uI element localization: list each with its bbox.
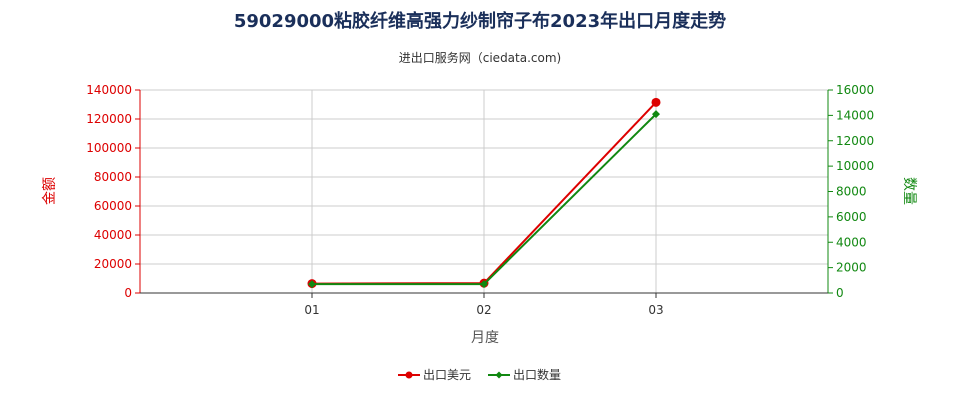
chart-title: 59029000粘胶纤维高强力纱制帘子布2023年出口月度走势 [234,10,726,32]
x-axis-label: 月度 [471,330,499,346]
y-left-tick-label: 60000 [94,199,132,213]
y-left-tick-label: 140000 [86,83,132,97]
y-right-tick-label: 4000 [836,235,867,249]
series-lines [307,97,661,289]
y-axis-right-label: 数量 [901,177,917,205]
legend-swatch-marker [495,371,503,379]
y-left-tick-label: 20000 [94,257,132,271]
grid-lines [140,89,829,293]
y-right-tick-label: 12000 [836,134,874,148]
legend-item-quantity[interactable]: 出口数量 [488,367,561,382]
chart-subtitle: 进出口服务网（ciedata.com) [399,50,561,65]
y-right-tick-label: 6000 [836,210,867,224]
y-right-tick-label: 16000 [836,83,874,97]
legend-swatch-marker [405,371,413,379]
y-left-tick-label: 0 [124,286,132,300]
x-tick-label: 01 [304,303,319,317]
y-left-tick-label: 100000 [86,141,132,155]
y-right-tick-label: 2000 [836,261,867,275]
y-right-tick-label: 0 [836,286,844,300]
legend-label: 出口数量 [513,367,561,382]
x-tick-label: 03 [648,303,663,317]
y-right-tick-label: 14000 [836,108,874,122]
legend[interactable]: 出口美元 出口数量 [398,367,561,382]
data-point [308,280,316,289]
y-right-tick-label: 8000 [836,185,867,199]
y-axis-left-label: 金额 [42,177,58,205]
legend-label: 出口美元 [423,368,471,382]
y-right-tick-label: 10000 [836,159,874,173]
data-point [651,97,661,107]
x-tick-label: 02 [476,303,491,317]
data-point [480,280,488,289]
axes: 0200004000060000800001000001200001400000… [86,83,874,317]
y-left-tick-label: 80000 [94,170,132,184]
legend-item-usd[interactable]: 出口美元 [398,368,471,382]
y-left-tick-label: 40000 [94,228,132,242]
y-left-tick-label: 120000 [86,112,132,126]
data-point [652,110,660,119]
